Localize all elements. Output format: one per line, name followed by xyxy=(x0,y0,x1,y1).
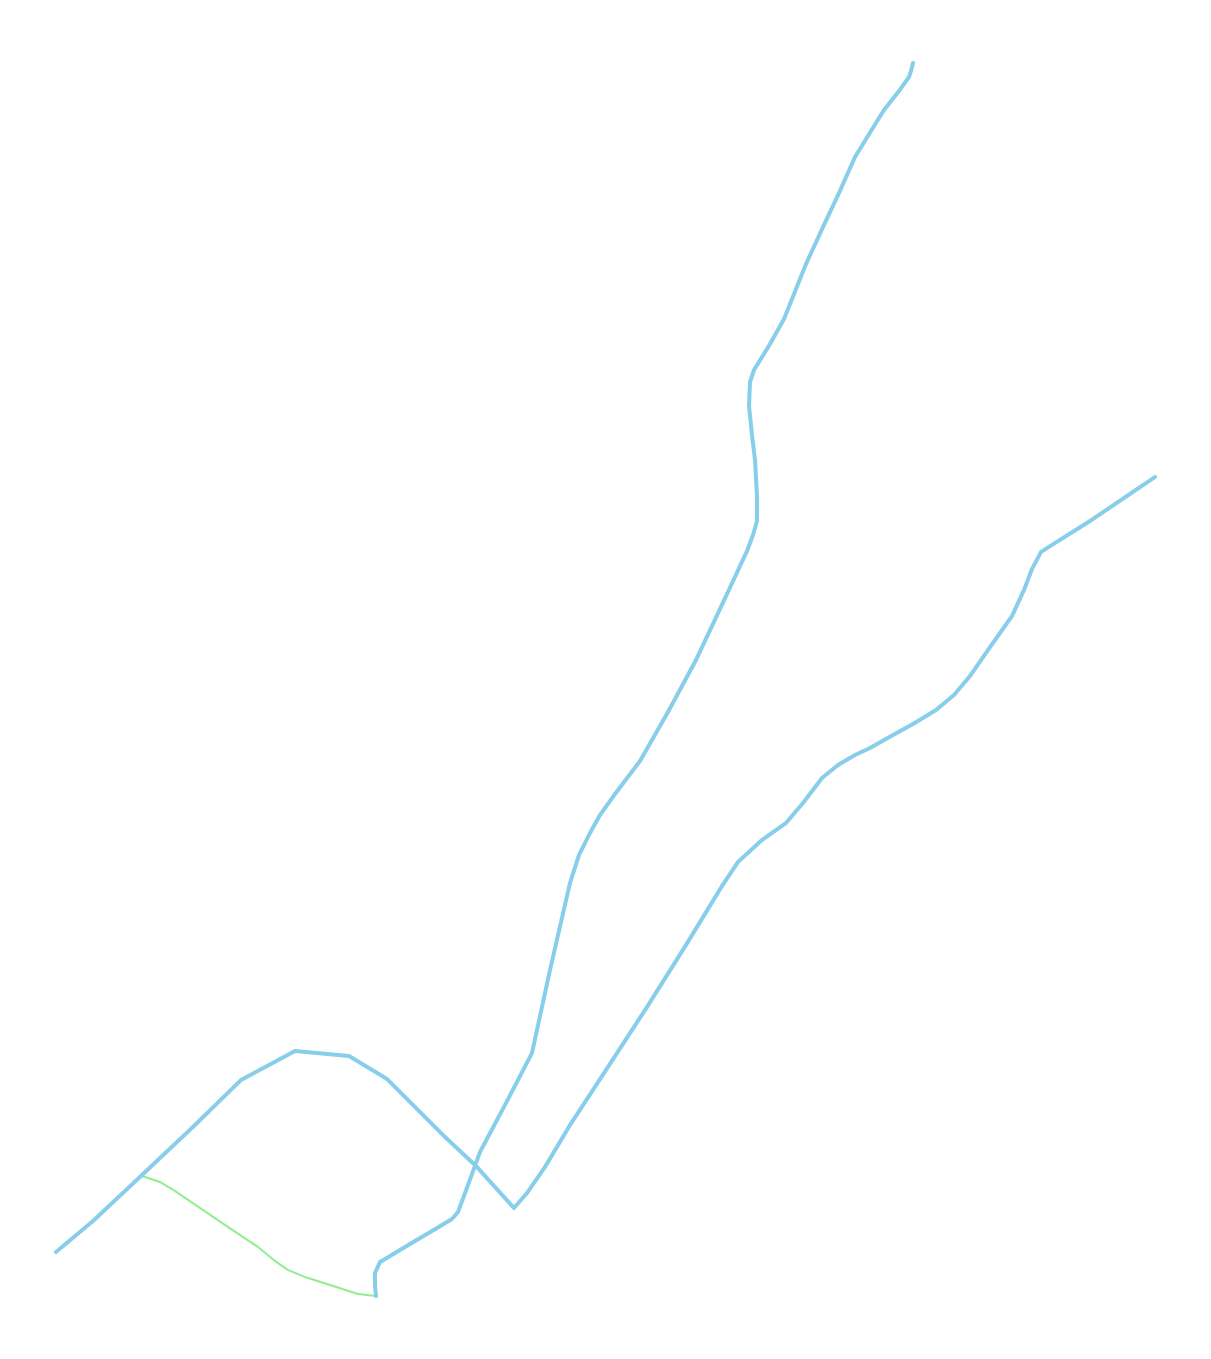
green-branch-route xyxy=(141,1175,377,1297)
north-route xyxy=(373,61,915,1298)
west-loop-route xyxy=(54,475,1157,1254)
